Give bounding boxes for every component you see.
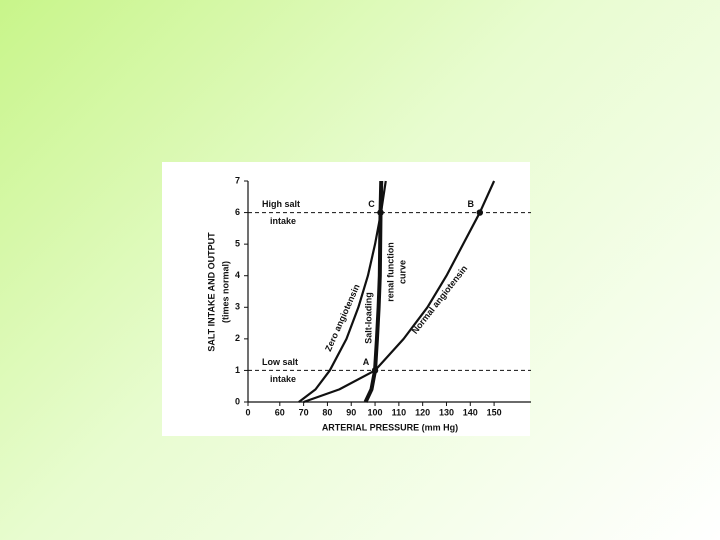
reference-label: High salt (262, 199, 300, 209)
reference-label: Low salt (262, 357, 298, 367)
y-tick-label: 3 (235, 302, 240, 312)
x-tick-label: 100 (368, 407, 383, 417)
x-tick-label: 90 (346, 407, 356, 417)
curve (303, 180, 496, 404)
y-tick-label: 0 (235, 396, 240, 406)
x-tick-label: 140 (463, 407, 478, 417)
curve (363, 180, 384, 403)
x-tick-label: 70 (299, 407, 309, 417)
y-tick-label: 5 (235, 239, 240, 249)
reference-label: intake (270, 374, 296, 384)
y-tick-label: 6 (235, 207, 240, 217)
x-tick-label: 80 (322, 407, 332, 417)
curve-annotation: curve (397, 260, 407, 284)
point-label: C (368, 199, 375, 209)
x-axis-label: ARTERIAL PRESSURE (mm Hg) (322, 422, 458, 432)
y-tick-label: 1 (235, 365, 240, 375)
x-tick-label: 120 (415, 407, 430, 417)
x-tick-label: 110 (392, 407, 407, 417)
point (476, 209, 484, 216)
y-axis-label: SALT INTAKE AND OUTPUT (206, 232, 216, 352)
curve-annotation: renal function (385, 242, 395, 302)
point (377, 209, 384, 216)
y-tick-label: 4 (235, 270, 240, 280)
x-tick-label: 0 (245, 407, 250, 417)
y-tick-label: 7 (235, 175, 240, 185)
curve-label: Salt-loading (363, 292, 373, 344)
point (371, 367, 379, 374)
x-tick-label: 150 (487, 407, 502, 417)
point-label: B (468, 199, 475, 209)
chart-panel (162, 162, 530, 436)
x-tick-label: 130 (439, 407, 454, 417)
y-tick-label: 2 (235, 333, 240, 343)
point-label: A (363, 357, 370, 367)
reference-label: intake (270, 216, 296, 226)
x-tick-label: 60 (275, 407, 285, 417)
y-axis-label: (times normal) (220, 261, 230, 323)
